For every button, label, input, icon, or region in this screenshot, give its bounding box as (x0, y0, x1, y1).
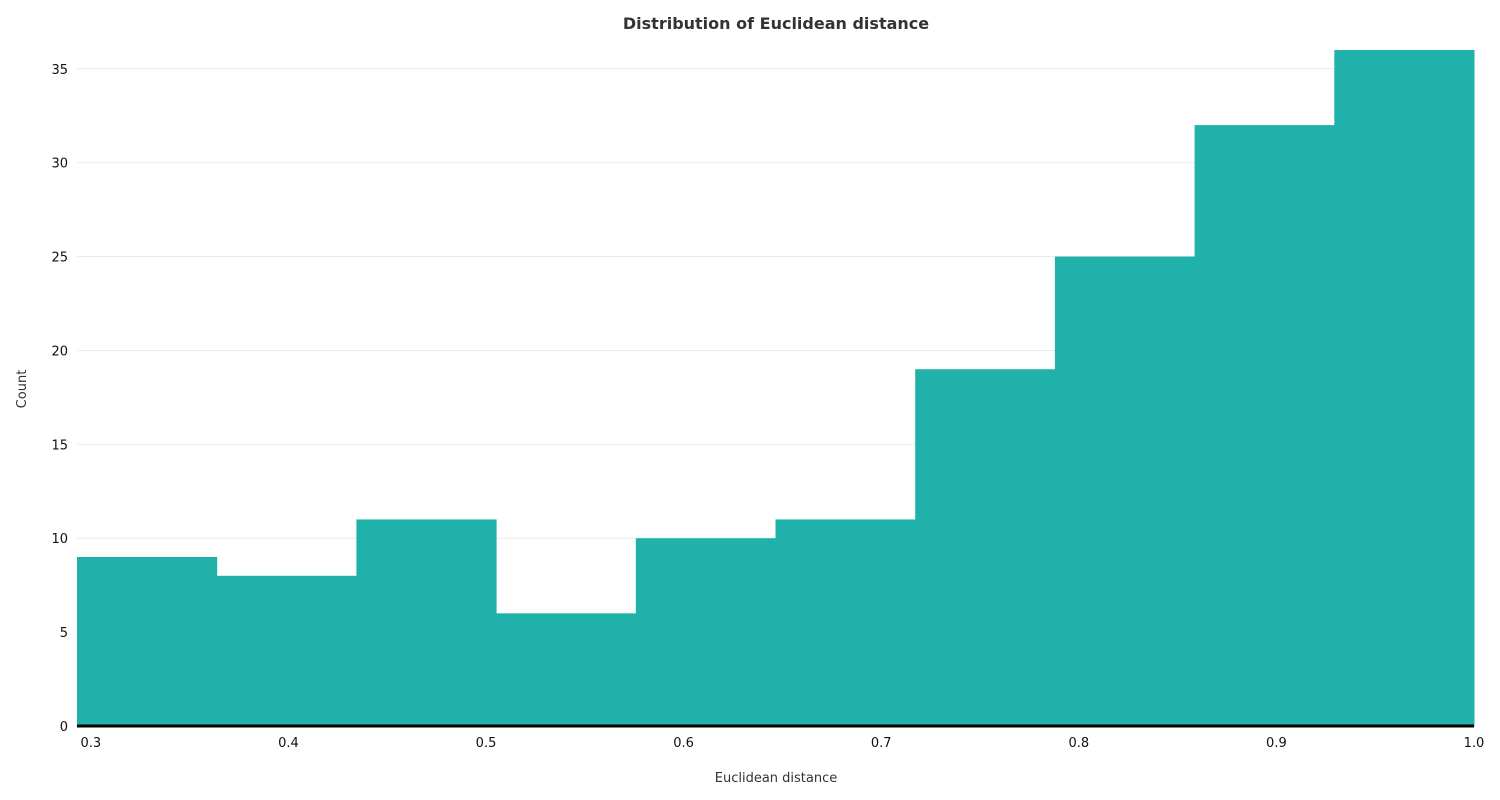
histogram-bar (1334, 50, 1475, 726)
histogram-bar (775, 519, 916, 726)
x-tick-label: 0.8 (1068, 736, 1089, 751)
y-tick-label: 25 (51, 251, 68, 266)
gridlines (77, 68, 1474, 633)
x-axis-ticks: 0.3 0.4 0.5 0.6 0.7 0.8 0.9 1.0 (80, 736, 1484, 751)
y-tick-label: 10 (51, 532, 68, 547)
chart-title: Distribution of Euclidean distance (623, 14, 929, 33)
x-tick-label: 0.7 (871, 736, 892, 751)
x-axis-label: Euclidean distance (715, 771, 838, 786)
y-axis-label: Count (15, 370, 30, 409)
x-tick-label: 0.6 (673, 736, 694, 751)
x-tick-label: 0.9 (1266, 736, 1287, 751)
x-tick-label: 1.0 (1464, 736, 1485, 751)
histogram-bar (1194, 125, 1335, 727)
y-tick-label: 30 (51, 157, 68, 172)
histogram-bar (915, 369, 1056, 726)
histogram-bar (216, 575, 357, 726)
bars (77, 50, 1475, 727)
y-tick-label: 20 (51, 344, 68, 359)
y-tick-label: 35 (51, 63, 68, 78)
histogram-bar (635, 538, 776, 726)
histogram-bar (1054, 256, 1196, 726)
y-tick-label: 15 (51, 438, 68, 453)
histogram-bar (356, 519, 497, 726)
y-axis-ticks: 0 5 10 15 20 25 30 35 (51, 63, 68, 735)
x-tick-label: 0.5 (476, 736, 497, 751)
y-tick-label: 0 (60, 720, 68, 735)
histogram-bar (77, 557, 218, 726)
x-tick-label: 0.4 (278, 736, 299, 751)
histogram-bar (496, 613, 637, 726)
y-tick-label: 5 (60, 626, 68, 641)
x-tick-label: 0.3 (80, 736, 101, 751)
